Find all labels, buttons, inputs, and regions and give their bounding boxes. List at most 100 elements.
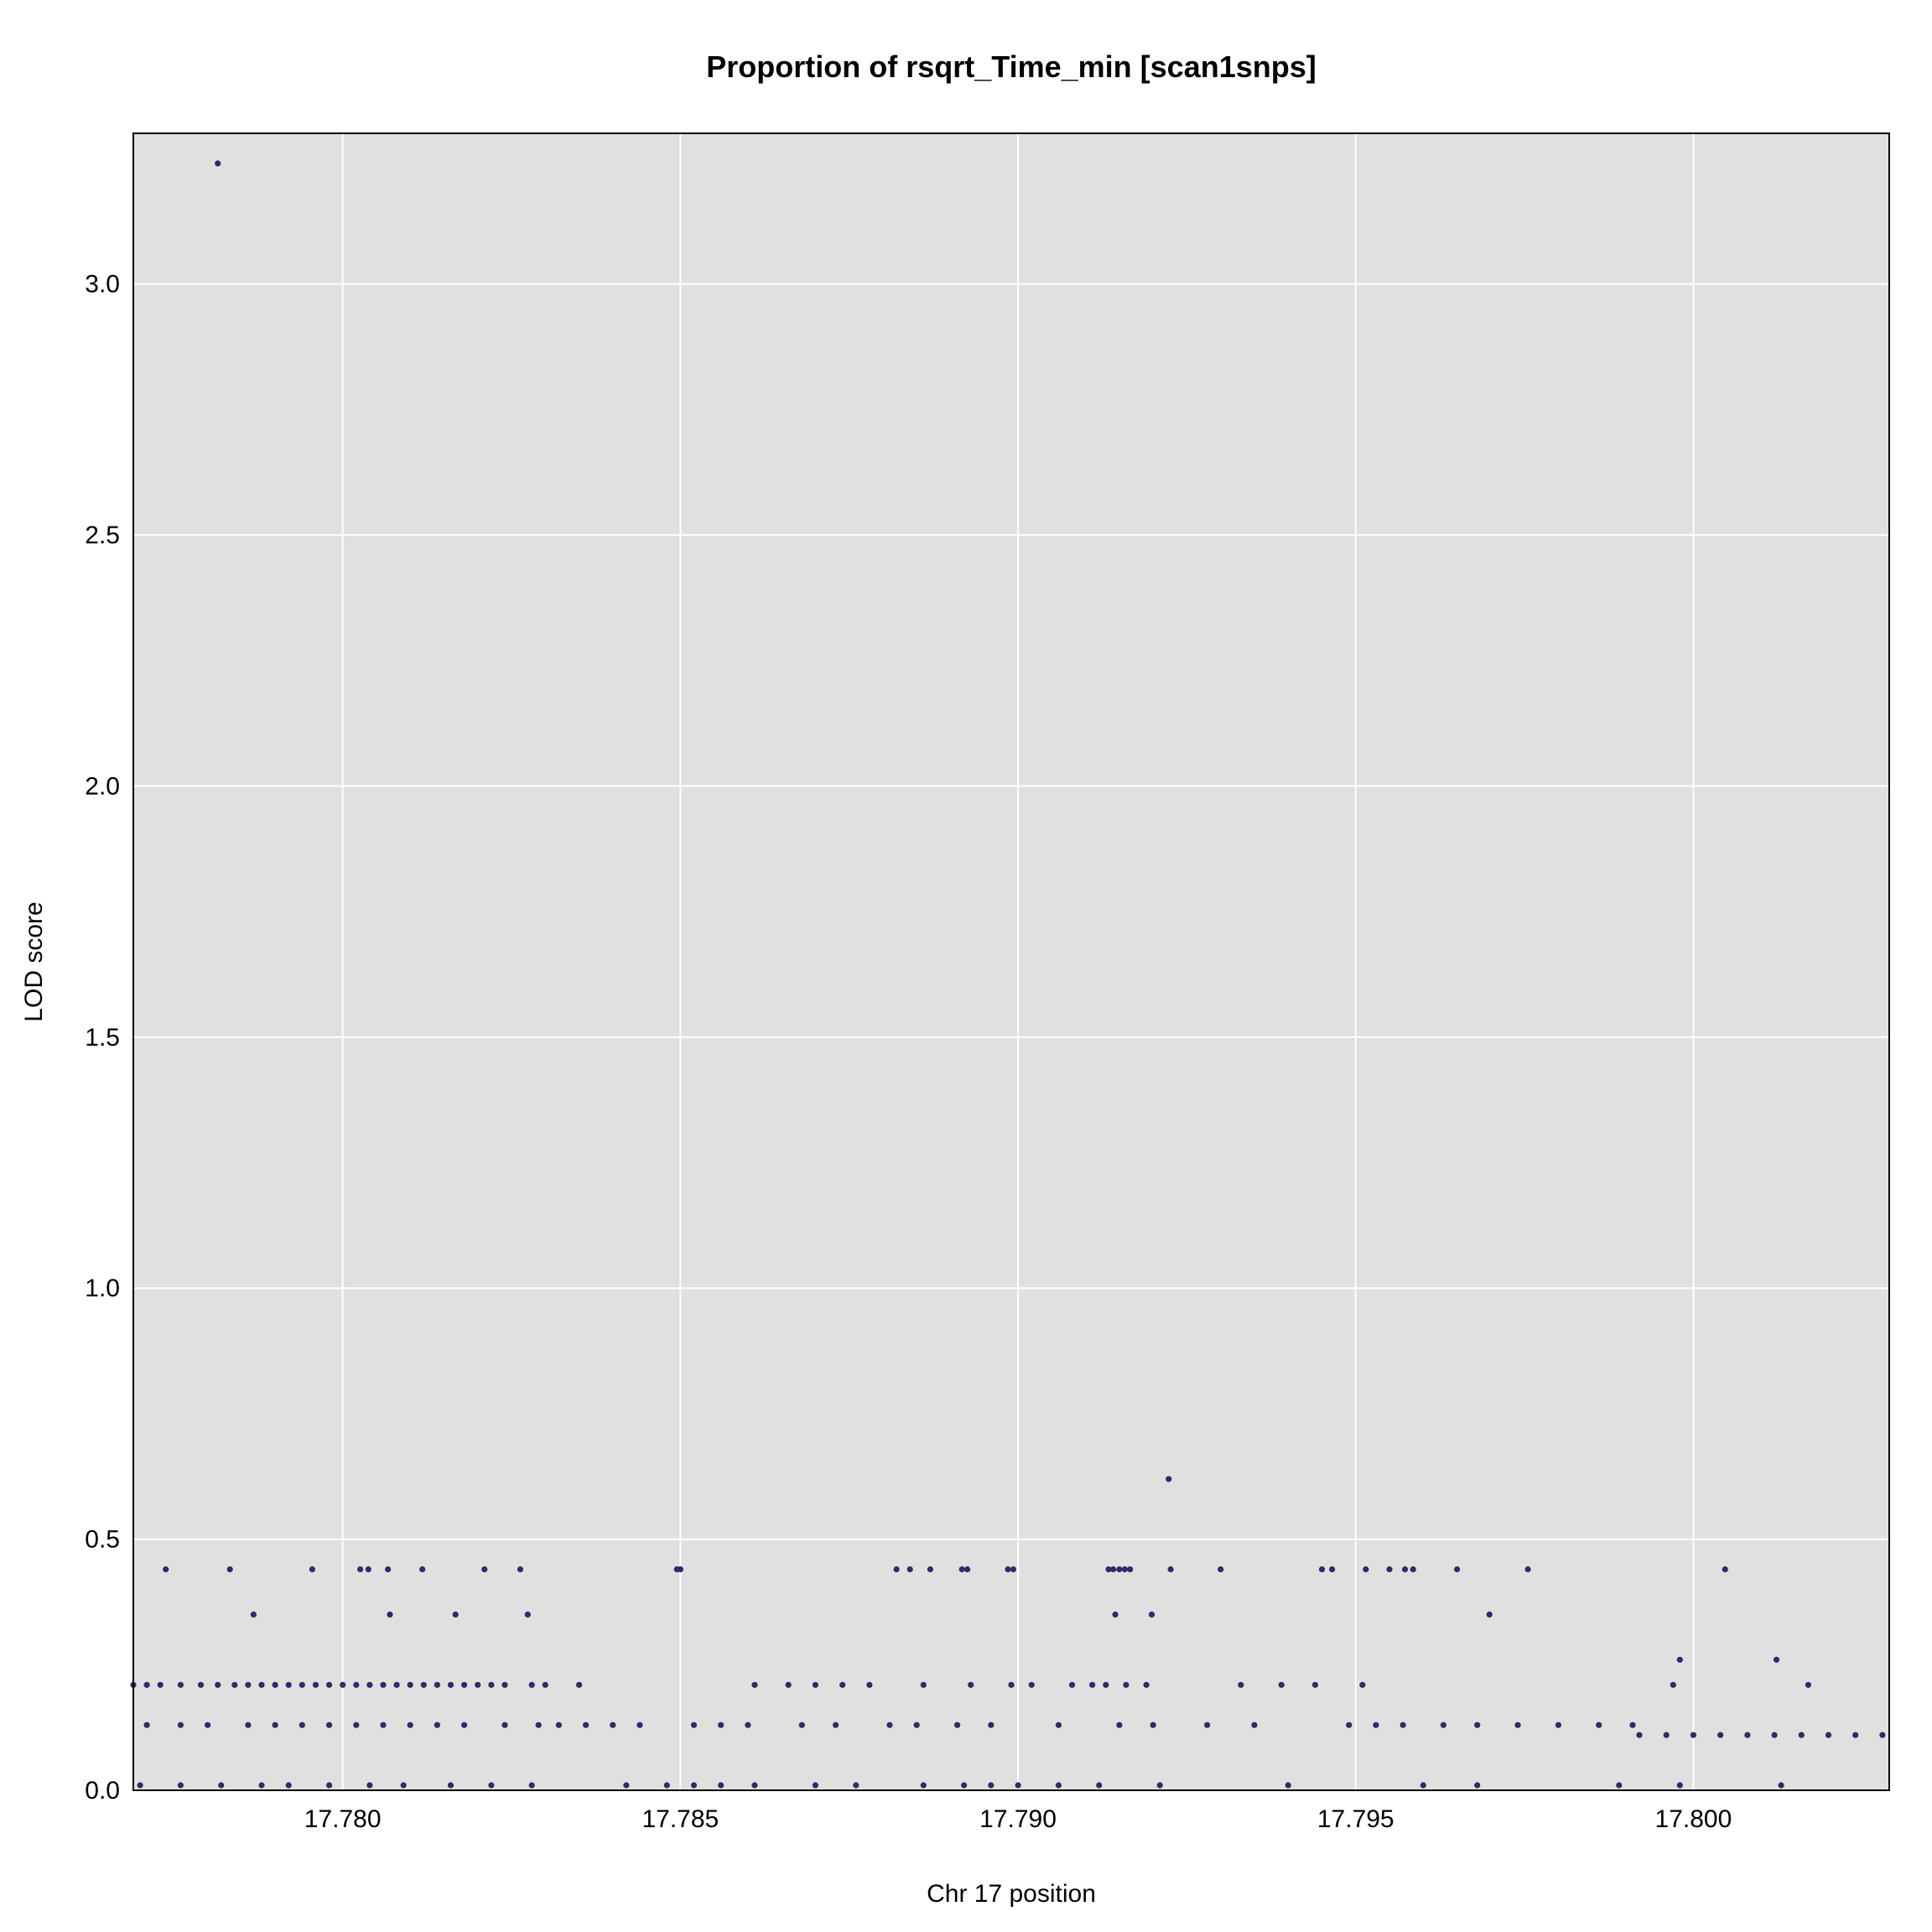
data-point [177,1722,184,1728]
data-point [1150,1722,1156,1728]
data-point [964,1566,971,1573]
data-point [272,1722,278,1728]
data-point [481,1566,488,1573]
data-point [400,1782,407,1789]
data-point [812,1782,819,1789]
data-point [475,1681,481,1688]
data-point [968,1681,974,1688]
data-point [380,1722,387,1728]
data-point [1166,1476,1172,1483]
data-point [385,1566,392,1573]
data-point [1524,1566,1531,1573]
data-point [353,1681,360,1688]
data-point [812,1681,819,1688]
data-point [1440,1722,1446,1728]
data-point [353,1722,360,1728]
data-point [309,1566,315,1573]
data-point [1008,1681,1015,1688]
data-point [365,1566,371,1573]
data-point [920,1681,927,1688]
data-point [1636,1732,1643,1738]
data-point [312,1681,319,1688]
data-point [1400,1722,1406,1728]
data-point [1670,1681,1676,1688]
data-point [1798,1732,1805,1738]
data-point [853,1782,860,1789]
data-point [1744,1732,1751,1738]
data-point [1676,1782,1683,1789]
data-point [1676,1656,1683,1663]
data-point [250,1611,257,1618]
data-point [528,1782,535,1789]
data-point [461,1681,468,1688]
data-point [623,1782,630,1789]
data-point [1629,1722,1636,1728]
data-point [452,1611,459,1618]
data-point [143,1722,150,1728]
data-point [718,1782,724,1789]
data-point [1204,1722,1211,1728]
data-points [130,160,1886,1789]
plot-frame [132,132,1890,1791]
data-point [1773,1656,1780,1663]
data-point [517,1566,524,1573]
data-point [1116,1566,1123,1573]
data-point [1486,1611,1493,1618]
data-point [1616,1782,1623,1789]
data-point [137,1782,143,1789]
data-point [1346,1722,1353,1728]
data-point [1879,1732,1886,1738]
data-point [1015,1782,1021,1789]
y-axis-ticks: 0.0 0.5 1.0 1.5 2.0 2.5 3.0 [85,271,120,1805]
data-point [988,1722,995,1728]
data-point [524,1611,531,1618]
x-axis-label: Chr 17 position [927,1880,1096,1908]
data-point [177,1782,184,1789]
data-point [839,1681,846,1688]
data-point [407,1681,413,1688]
data-point [1373,1722,1379,1728]
data-point [1127,1566,1134,1573]
data-point [258,1681,265,1688]
data-point [1089,1681,1096,1688]
data-point [1825,1732,1832,1738]
data-point [1156,1782,1163,1789]
data-point [555,1722,563,1728]
data-point [157,1681,164,1688]
y-tick-label: 2.0 [85,772,120,800]
data-point [893,1566,900,1573]
data-point [1110,1566,1117,1573]
data-point [245,1722,252,1728]
data-point [1717,1732,1724,1738]
data-point [231,1681,238,1688]
data-point [299,1722,305,1728]
data-point [285,1782,292,1789]
data-point [393,1681,400,1688]
data-point [1068,1681,1076,1688]
data-point [299,1681,305,1688]
data-point [380,1681,387,1688]
data-point [1420,1782,1426,1789]
data-point [1474,1782,1481,1789]
data-point [1096,1782,1103,1789]
data-point [1596,1722,1602,1728]
data-point [833,1722,839,1728]
data-point [535,1722,542,1728]
data-point [1771,1732,1778,1738]
plot-panel [133,133,1889,1790]
data-point [326,1722,333,1728]
data-point [1238,1681,1244,1688]
data-point [542,1681,548,1688]
data-point [1116,1722,1123,1728]
y-tick-label: 1.0 [85,1275,120,1302]
data-point [886,1722,893,1728]
data-point [958,1566,965,1573]
data-point [1663,1732,1670,1738]
data-point [866,1681,873,1688]
data-point [1055,1782,1062,1789]
data-point [197,1681,205,1688]
data-point [1410,1566,1416,1573]
data-point [1148,1611,1156,1618]
data-point [488,1782,495,1789]
